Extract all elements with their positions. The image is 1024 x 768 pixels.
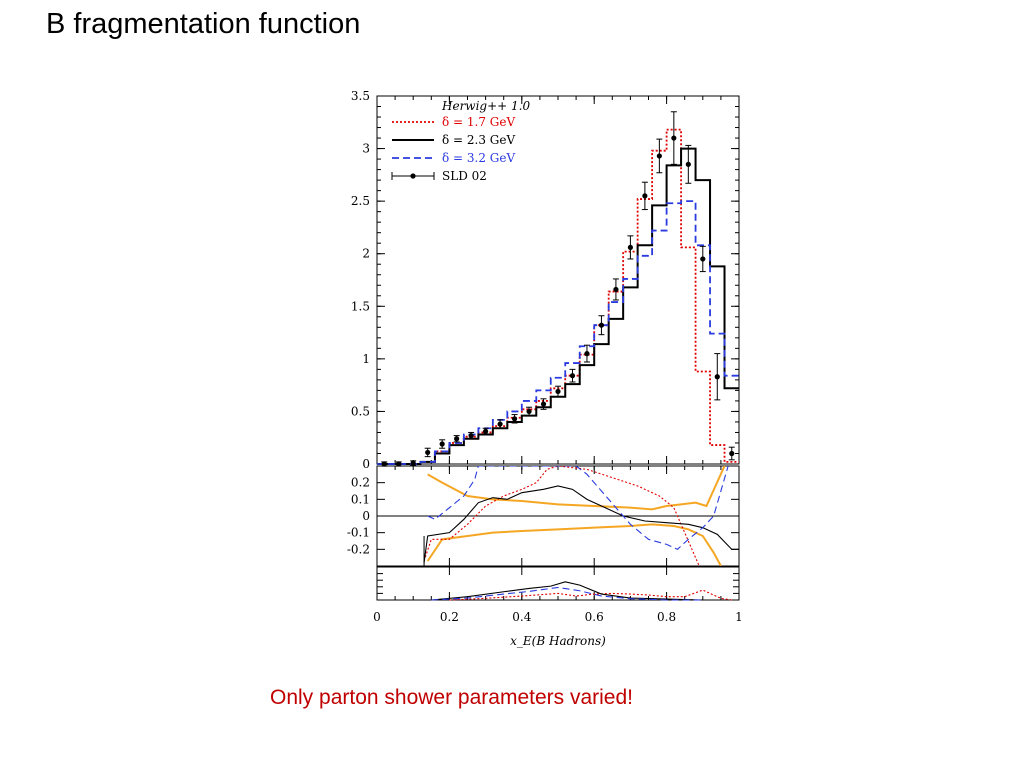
data-point	[483, 428, 489, 435]
data-point	[700, 256, 706, 262]
data-point	[642, 193, 648, 199]
ratio-line-2	[427, 466, 729, 550]
main-y-tick-label: 2	[362, 247, 370, 261]
data-point	[497, 421, 503, 427]
data-point	[425, 449, 431, 456]
data-point	[468, 433, 474, 439]
main-y-tick-label: 1	[362, 352, 370, 366]
legend-data-marker	[410, 173, 416, 179]
ratio-y-tick-label: 0	[362, 509, 370, 523]
ratio-y-tick-label: 0.1	[351, 492, 370, 506]
main-y-tick-label: 0.5	[351, 404, 370, 418]
data-point	[526, 408, 532, 415]
main-y-tick-label: 3	[362, 142, 370, 156]
data-point	[729, 450, 735, 457]
x-tick-label: 0.6	[585, 610, 604, 624]
data-point	[540, 401, 547, 407]
legend-label: δ = 2.3 GeV	[442, 133, 515, 147]
main-y-tick-label: 2.5	[351, 194, 370, 208]
uncertainty-band-upper	[427, 466, 726, 511]
x-tick-label: 1	[735, 610, 743, 624]
data-point	[627, 244, 634, 251]
data-point	[598, 322, 605, 328]
x-tick-label: 0.2	[440, 610, 459, 624]
x-tick-label: 0	[373, 610, 381, 624]
histogram-line-0	[377, 128, 739, 465]
slide-title: B fragmentation function	[46, 8, 361, 40]
slide-caption: Only parton shower parameters varied!	[270, 686, 633, 709]
x-axis-label: x_E(B Hadrons)	[510, 634, 606, 648]
x-tick-label: 0.4	[512, 610, 531, 624]
data-point	[671, 135, 677, 141]
data-point	[410, 460, 416, 466]
histogram-line-1	[377, 147, 739, 465]
main-panel-frame	[376, 95, 740, 465]
legend-label-data: SLD 02	[442, 169, 487, 183]
legend-label: δ = 3.2 GeV	[442, 151, 515, 165]
main-y-tick-label: 3.5	[351, 89, 370, 103]
ratio-y-tick-label: -0.2	[347, 542, 370, 556]
data-point	[569, 373, 576, 379]
data-point	[584, 351, 590, 357]
data-point	[685, 161, 691, 167]
ratio-y-tick-label: 0.2	[351, 476, 370, 490]
chi2-line-2	[431, 586, 703, 601]
legend-title: Herwig++ 1.0	[441, 99, 530, 113]
data-point	[439, 441, 445, 447]
chi2-line-0	[449, 589, 732, 601]
data-point	[613, 286, 619, 293]
data-point	[454, 436, 460, 442]
chi2-line-1	[431, 581, 703, 601]
data-point	[714, 374, 720, 380]
data-point	[381, 461, 387, 467]
main-y-tick-label: 0	[362, 457, 370, 471]
ratio-line-1	[423, 485, 739, 563]
data-point	[511, 416, 518, 422]
data-point	[396, 461, 402, 467]
data-point	[555, 388, 561, 395]
legend-label: δ = 1.7 GeV	[442, 115, 515, 129]
ratio-line-0	[423, 466, 700, 566]
histogram-line-2	[377, 200, 739, 465]
ratio-y-tick-label: -0.1	[347, 526, 370, 540]
main-y-tick-label: 1.5	[351, 299, 370, 313]
x-tick-label: 0.8	[657, 610, 676, 624]
uncertainty-band-lower	[426, 523, 722, 566]
data-point	[656, 153, 662, 159]
